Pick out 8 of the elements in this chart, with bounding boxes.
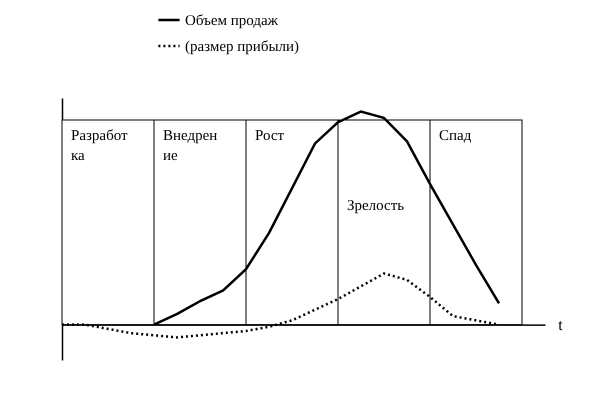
annotation: Разработ ка — [71, 128, 128, 164]
legend-label: (размер прибыли) — [185, 39, 300, 55]
annotation: Спад — [439, 128, 472, 144]
annotation: Рост — [255, 128, 284, 144]
annotation: Внедрен ие — [163, 128, 218, 164]
legend-label: Объем продаж — [185, 13, 279, 29]
x-axis-title: t — [558, 317, 564, 334]
annotation: Зрелость — [347, 198, 404, 214]
